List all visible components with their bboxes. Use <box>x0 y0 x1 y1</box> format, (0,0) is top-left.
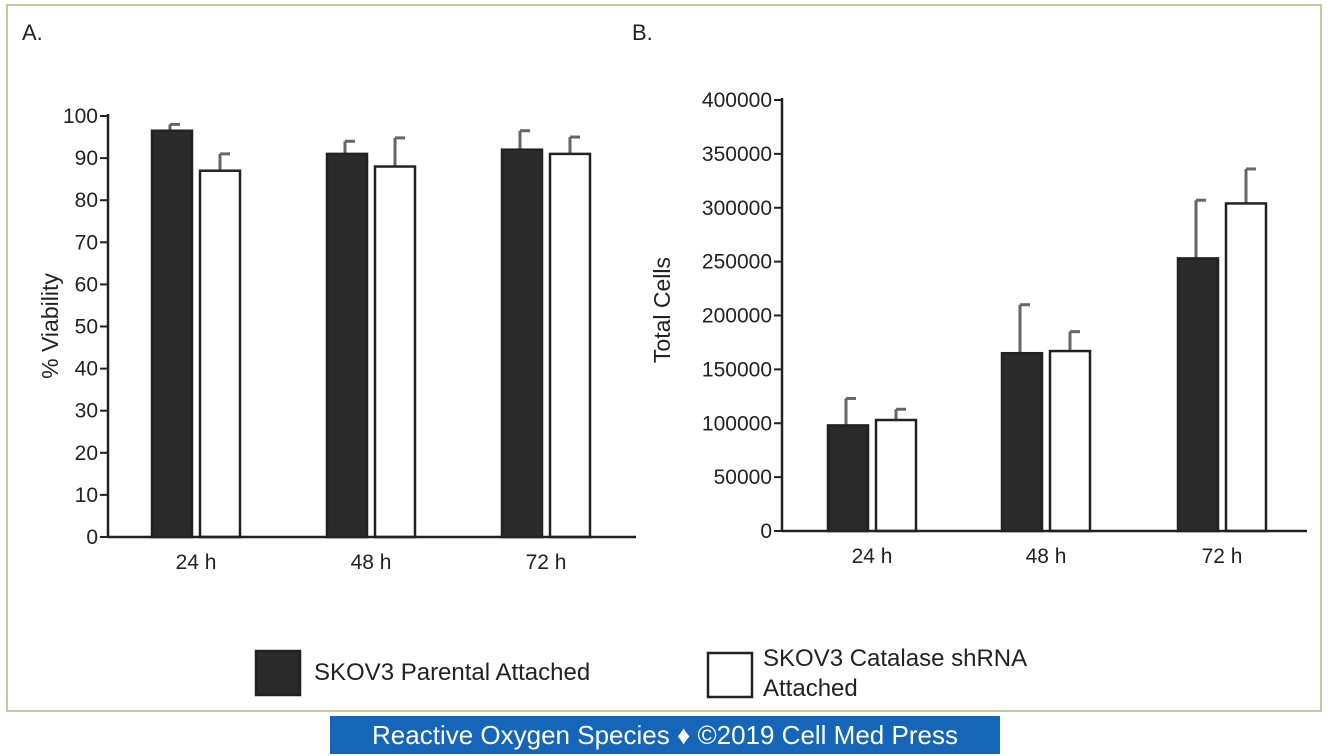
panel-label: B. <box>632 20 653 45</box>
y-tick-label: 250000 <box>702 251 772 274</box>
bar <box>373 165 417 539</box>
y-tick-label: 400000 <box>702 89 772 112</box>
x-tick-label: 48 h <box>351 551 392 574</box>
panel-label: A. <box>22 20 43 45</box>
y-tick-label: 350000 <box>702 143 772 166</box>
y-tick-label: 90 <box>75 147 98 170</box>
y-tick-label: 100 <box>63 105 98 128</box>
bar <box>1000 351 1044 533</box>
bar <box>548 152 592 539</box>
y-tick-label: 50 <box>75 316 98 339</box>
bar <box>874 418 918 533</box>
y-tick-label: 40 <box>75 358 98 381</box>
legend-label: SKOV3 Catalase shRNA Attached <box>763 645 1027 702</box>
legend-swatch <box>254 649 302 697</box>
legend-label: SKOV3 Parental Attached <box>314 659 590 686</box>
y-axis-title: Total Cells <box>649 257 675 363</box>
bar <box>500 148 544 539</box>
bar <box>150 129 194 539</box>
footer-banner: Reactive Oxygen Species ♦ ©2019 Cell Med… <box>330 716 1000 754</box>
legend-swatch <box>706 651 754 699</box>
y-tick-label: 10 <box>75 484 98 507</box>
bar <box>325 152 369 539</box>
figure-svg: A. 0 10 20 30 40 50 60 70 80 90 100 24 h 48 h 72 h % Vi… <box>22 20 1307 702</box>
legend-label-line: Attached <box>763 675 858 702</box>
legend: SKOV3 Parental Attached SKOV3 Catalase sh… <box>254 645 1027 702</box>
y-tick-label: 80 <box>75 189 98 212</box>
x-tick-label: 72 h <box>1202 545 1243 568</box>
x-tick-label: 24 h <box>852 545 893 568</box>
y-tick-label: 100000 <box>702 412 772 435</box>
y-tick-label: 70 <box>75 231 98 254</box>
y-tick-label: 0 <box>86 526 98 549</box>
legend-label-line: SKOV3 Parental Attached <box>314 659 590 686</box>
y-tick-label: 150000 <box>702 358 772 381</box>
y-axis-title: % Viability <box>37 273 63 379</box>
bar <box>1176 257 1220 533</box>
y-tick-label: 60 <box>75 273 98 296</box>
y-tick-label: 300000 <box>702 197 772 220</box>
y-tick-label: 0 <box>760 520 772 543</box>
bar <box>826 424 870 533</box>
chart-panel-b: B. 0 50000 100000 150000 200000 250000 300000 35… <box>632 20 1307 568</box>
y-tick-label: 200000 <box>702 305 772 328</box>
bar <box>1224 202 1268 533</box>
bar <box>198 169 242 539</box>
x-tick-label: 72 h <box>526 551 567 574</box>
chart-panel-a: A. 0 10 20 30 40 50 60 70 80 90 100 24 h 48 h 72 h % Vi… <box>22 20 636 574</box>
y-tick-label: 50000 <box>714 466 772 489</box>
y-tick-label: 30 <box>75 400 98 423</box>
y-tick-label: 20 <box>75 442 98 465</box>
x-tick-label: 24 h <box>176 551 217 574</box>
legend-label-line: SKOV3 Catalase shRNA <box>763 645 1027 672</box>
bar <box>1048 349 1092 533</box>
x-tick-label: 48 h <box>1026 545 1067 568</box>
